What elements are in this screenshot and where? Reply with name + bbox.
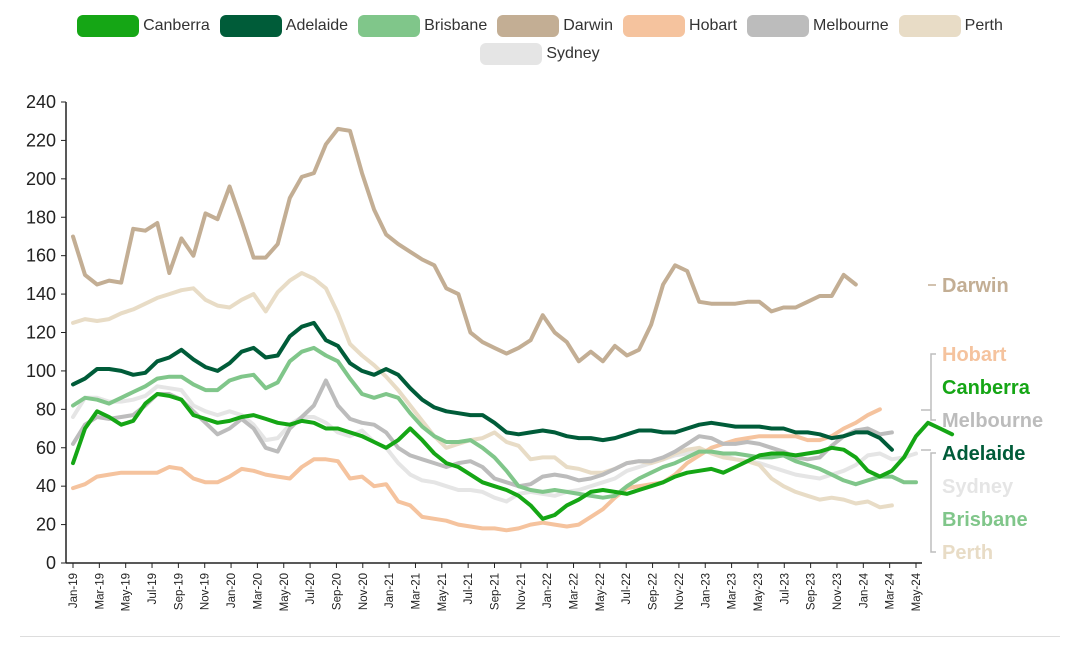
y-tick-label: 120: [26, 323, 56, 343]
legend-swatch: [898, 15, 961, 37]
x-tick-label: Jul-23: [779, 573, 791, 604]
series-line-sydney: [71, 384, 918, 504]
x-tick-label: May-24: [911, 572, 923, 611]
x-tick-label: Nov-22: [674, 573, 686, 610]
end-label-perth: Perth: [942, 542, 993, 564]
y-tick-label: 40: [36, 476, 56, 496]
x-tick-label: Sep-19: [173, 573, 185, 610]
y-tick-label: 20: [36, 515, 56, 535]
x-tick-label: Sep-21: [490, 573, 502, 610]
series-line-canberra: [71, 392, 955, 521]
x-tick-label: Jul-21: [463, 573, 475, 604]
legend-item-darwin[interactable]: Darwin: [497, 14, 613, 38]
x-tick-label: Jul-20: [305, 573, 317, 604]
x-tick-label: Mar-19: [94, 573, 106, 609]
x-tick-label: Nov-21: [516, 573, 528, 610]
legend-item-brisbane[interactable]: Brisbane: [358, 14, 487, 38]
x-tick-label: Jan-20: [226, 573, 238, 608]
end-label-canberra: Canberra: [942, 377, 1031, 399]
x-tick-label: Jul-22: [621, 573, 633, 604]
legend-item-canberra[interactable]: Canberra: [77, 14, 210, 38]
y-tick-label: 180: [26, 207, 56, 227]
legend-swatch: [623, 15, 686, 37]
x-tick-label: May-20: [279, 573, 291, 611]
end-label-melbourne: Melbourne: [942, 410, 1043, 432]
bottom-divider: [20, 636, 1060, 637]
legend-label: Canberra: [143, 17, 210, 34]
legend-item-sydney[interactable]: Sydney: [480, 42, 600, 66]
series-line-perth: [71, 271, 894, 510]
x-tick-label: Sep-23: [806, 573, 818, 610]
y-tick-label: 200: [26, 169, 56, 189]
x-tick-label: Jan-19: [68, 573, 80, 608]
legend-item-melbourne[interactable]: Melbourne: [747, 14, 889, 38]
legend-swatch: [480, 43, 543, 65]
end-label-brisbane: Brisbane: [942, 509, 1028, 531]
x-tick-label: Jan-22: [542, 573, 554, 608]
series-line-melbourne: [71, 378, 894, 489]
y-tick-label: 240: [26, 92, 56, 112]
legend-swatch: [747, 15, 810, 37]
x-tick-label: Sep-20: [331, 573, 343, 610]
end-label-darwin: Darwin: [942, 275, 1009, 297]
x-tick-label: Nov-20: [358, 573, 370, 610]
series-line-adelaide: [71, 320, 894, 452]
end-label-adelaide: Adelaide: [942, 443, 1025, 465]
y-tick-label: 80: [36, 399, 56, 419]
legend-swatch: [219, 15, 282, 37]
label-bracket-upper: [930, 353, 936, 421]
x-tick-label: Mar-22: [569, 573, 581, 609]
x-tick-label: Mar-21: [410, 573, 422, 609]
chart-legend: Canberra Adelaide Brisbane Darwin Hobart Melb…: [40, 14, 1040, 66]
legend-label: Perth: [964, 17, 1003, 34]
x-tick-label: Jan-24: [858, 572, 870, 608]
x-tick-label: Jan-21: [384, 573, 396, 608]
x-tick-label: May-22: [595, 573, 607, 611]
end-label-hobart: Hobart: [942, 344, 1007, 366]
label-bracket-lower: [930, 452, 936, 553]
series-line-hobart: [71, 407, 882, 533]
y-tick-label: 220: [26, 130, 56, 150]
x-tick-label: Jul-19: [147, 573, 159, 604]
legend-swatch: [497, 15, 560, 37]
legend-swatch: [358, 15, 421, 37]
legend-label: Darwin: [563, 17, 614, 34]
end-label-sydney: Sydney: [942, 476, 1014, 498]
x-tick-label: Nov-19: [200, 573, 212, 610]
x-tick-label: Mar-23: [727, 573, 739, 609]
x-tick-label: May-19: [121, 573, 133, 611]
legend-label: Hobart: [689, 17, 738, 34]
legend-swatch: [77, 15, 140, 37]
series-line-darwin: [71, 126, 858, 364]
y-tick-label: 140: [26, 284, 56, 304]
legend-label: Brisbane: [424, 17, 488, 34]
x-tick-label: Jan-23: [700, 573, 712, 608]
legend-label: Adelaide: [285, 17, 349, 34]
x-tick-label: Mar-20: [252, 573, 264, 609]
x-tick-label: Nov-23: [832, 573, 844, 610]
x-tick-label: May-23: [753, 573, 765, 611]
y-tick-label: 100: [26, 361, 56, 381]
y-tick-label: 0: [46, 553, 56, 573]
legend-label: Sydney: [546, 45, 600, 62]
legend-item-hobart[interactable]: Hobart: [623, 14, 737, 38]
legend-label: Melbourne: [813, 17, 889, 34]
y-tick-label: 60: [36, 438, 56, 458]
x-tick-label: Sep-22: [648, 573, 660, 610]
y-tick-label: 160: [26, 246, 56, 266]
legend-item-adelaide[interactable]: Adelaide: [219, 14, 349, 38]
x-tick-label: Mar-24: [885, 572, 897, 609]
legend-item-perth[interactable]: Perth: [898, 14, 1003, 38]
series-line-brisbane: [71, 345, 918, 500]
x-tick-label: May-21: [437, 573, 449, 611]
